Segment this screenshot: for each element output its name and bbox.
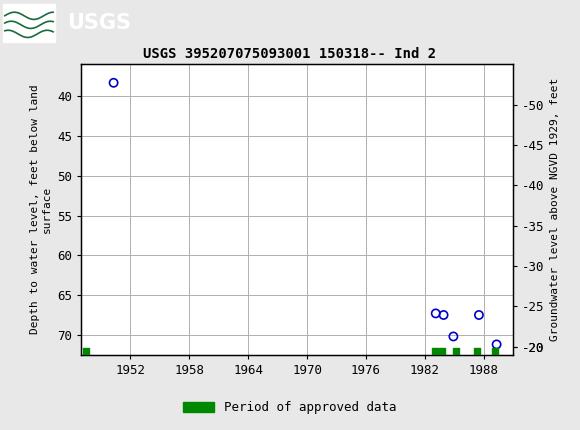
Point [431,310,440,317]
Point [490,347,499,354]
Y-axis label: Depth to water level, feet below land
surface: Depth to water level, feet below land su… [30,85,52,335]
Point [474,312,484,319]
Point [449,333,458,340]
Text: USGS 395207075093001 150318-- Ind 2: USGS 395207075093001 150318-- Ind 2 [143,47,437,61]
Point [439,312,448,319]
Bar [3,3,55,42]
Point [430,347,440,354]
Legend: Period of approved data: Period of approved data [178,396,402,419]
Y-axis label: Groundwater level above NGVD 1929, feet: Groundwater level above NGVD 1929, feet [550,78,560,341]
Point [472,347,481,354]
Point [452,347,461,354]
Point [109,80,118,86]
Text: USGS: USGS [67,12,130,33]
Point [492,341,501,348]
Point [81,347,90,354]
Point [437,347,446,354]
